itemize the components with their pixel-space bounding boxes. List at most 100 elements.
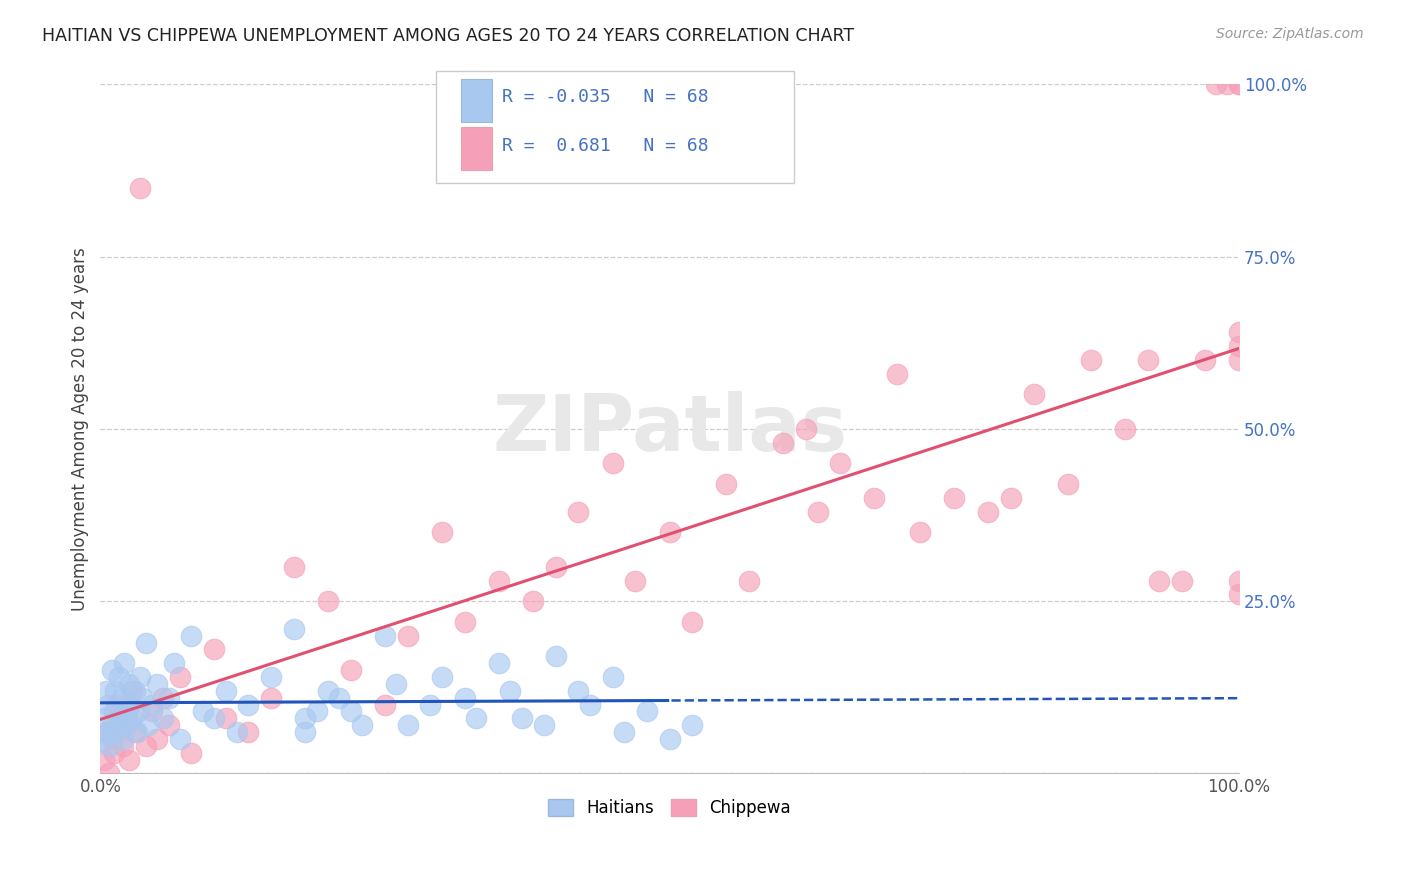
Point: [121, 683, 143, 698]
Point: [499, 683, 522, 698]
Point: [681, 718, 703, 732]
Point: [98, 739, 121, 753]
Point: [214, 711, 236, 725]
Point: [1227, 339, 1250, 353]
Point: [152, 690, 174, 705]
Point: [131, 690, 153, 705]
Point: [91, 731, 114, 746]
Point: [103, 746, 125, 760]
Text: R = -0.035   N = 68: R = -0.035 N = 68: [502, 88, 709, 106]
Text: Source: ZipAtlas.com: Source: ZipAtlas.com: [1216, 27, 1364, 41]
Text: HAITIAN VS CHIPPEWA UNEMPLOYMENT AMONG AGES 20 TO 24 YEARS CORRELATION CHART: HAITIAN VS CHIPPEWA UNEMPLOYMENT AMONG A…: [42, 27, 855, 45]
Point: [908, 525, 931, 540]
Point: [794, 422, 817, 436]
Point: [294, 711, 316, 725]
Text: ZIPatlas: ZIPatlas: [492, 391, 846, 467]
Point: [510, 711, 533, 725]
Point: [374, 629, 396, 643]
Point: [1136, 353, 1159, 368]
Point: [602, 456, 624, 470]
Point: [111, 690, 134, 705]
Point: [430, 670, 453, 684]
Point: [141, 698, 163, 712]
Point: [93, 753, 115, 767]
Point: [453, 690, 475, 705]
Point: [110, 711, 132, 725]
Point: [112, 739, 135, 753]
Point: [806, 505, 828, 519]
Point: [1000, 491, 1022, 505]
Text: R =  0.681   N = 68: R = 0.681 N = 68: [502, 136, 709, 154]
Point: [385, 677, 408, 691]
Point: [97, 698, 120, 712]
Point: [202, 642, 225, 657]
Point: [121, 711, 143, 725]
Point: [100, 663, 122, 677]
Point: [1114, 422, 1136, 436]
Point: [328, 690, 350, 705]
Point: [136, 718, 159, 732]
Point: [128, 705, 150, 719]
Point: [169, 731, 191, 746]
Point: [163, 656, 186, 670]
Point: [100, 731, 122, 746]
Point: [238, 725, 260, 739]
Point: [1194, 353, 1216, 368]
Point: [1205, 78, 1227, 92]
Point: [453, 615, 475, 629]
Point: [114, 705, 136, 719]
Point: [579, 698, 602, 712]
Point: [533, 718, 555, 732]
Point: [100, 718, 122, 732]
Point: [352, 718, 374, 732]
Point: [430, 525, 453, 540]
Point: [157, 718, 180, 732]
Point: [419, 698, 441, 712]
Point: [1227, 326, 1250, 340]
Point: [340, 705, 363, 719]
Legend: Haitians, Chippewa: Haitians, Chippewa: [541, 792, 797, 823]
Point: [943, 491, 966, 505]
Point: [135, 739, 157, 753]
Point: [624, 574, 647, 588]
Point: [1227, 78, 1250, 92]
Point: [124, 683, 146, 698]
Point: [118, 698, 141, 712]
Point: [544, 649, 567, 664]
Point: [112, 656, 135, 670]
Point: [716, 477, 738, 491]
Point: [830, 456, 852, 470]
Point: [977, 505, 1000, 519]
Point: [613, 725, 636, 739]
Point: [103, 705, 125, 719]
Point: [107, 698, 129, 712]
Point: [152, 711, 174, 725]
Y-axis label: Unemployment Among Ages 20 to 24 years: Unemployment Among Ages 20 to 24 years: [72, 247, 89, 611]
Point: [107, 725, 129, 739]
Point: [396, 718, 419, 732]
Point: [1022, 387, 1045, 401]
Point: [886, 367, 908, 381]
Point: [396, 629, 419, 643]
Point: [118, 677, 141, 691]
Point: [294, 725, 316, 739]
Point: [98, 766, 121, 780]
Point: [202, 711, 225, 725]
Point: [658, 525, 681, 540]
Point: [283, 622, 305, 636]
Point: [191, 705, 214, 719]
Point: [1057, 477, 1080, 491]
Point: [107, 670, 129, 684]
Point: [738, 574, 761, 588]
Point: [135, 635, 157, 649]
Point: [465, 711, 488, 725]
Point: [226, 725, 249, 739]
Point: [260, 690, 283, 705]
Point: [544, 559, 567, 574]
Point: [602, 670, 624, 684]
Point: [1171, 574, 1194, 588]
Point: [567, 683, 589, 698]
Point: [180, 629, 202, 643]
Point: [180, 746, 202, 760]
Point: [115, 718, 138, 732]
